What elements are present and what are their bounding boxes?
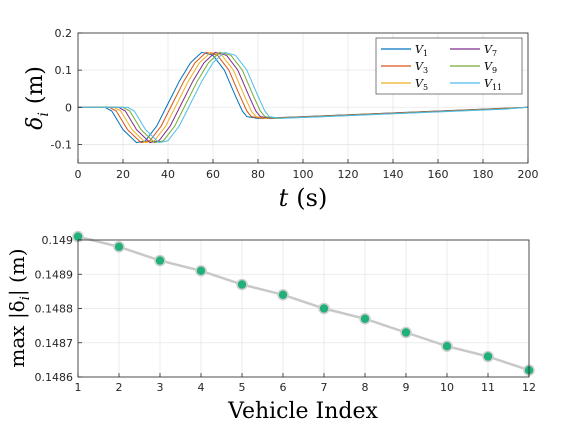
bottom-x-tick-label: 11 bbox=[481, 381, 495, 394]
top-x-tick-label: 0 bbox=[75, 168, 82, 181]
bottom-data-point bbox=[236, 278, 248, 291]
top-x-tick-label: 140 bbox=[383, 168, 404, 181]
top-y-tick-label: 0.2 bbox=[55, 27, 73, 40]
bottom-data-point bbox=[482, 350, 494, 363]
bottom-x-tick-label: 9 bbox=[403, 381, 410, 394]
top-x-tick-label: 100 bbox=[293, 168, 314, 181]
legend-label-V1: V1 bbox=[415, 43, 428, 58]
legend-items: V1 V3 V5 V7 V9 V11 bbox=[381, 43, 502, 92]
legend: V1 V3 V5 V7 V9 V11 bbox=[375, 37, 523, 95]
top-y-tick-label: 0.1 bbox=[55, 64, 73, 77]
legend-label-V3: V3 bbox=[415, 60, 428, 75]
bottom-x-ticks: 1 2 3 4 5 6 7 8 9 10 11 12 bbox=[75, 373, 536, 394]
top-x-ticks: 0 20 40 60 80 100 120 140 160 180 200 bbox=[75, 159, 539, 181]
legend-label-V7: V7 bbox=[484, 43, 497, 58]
bottom-x-tick-label: 2 bbox=[116, 381, 123, 394]
bottom-data-point bbox=[318, 302, 330, 315]
bottom-x-tick-label: 12 bbox=[522, 381, 536, 394]
top-x-tick-label: 80 bbox=[251, 168, 265, 181]
top-x-tick-label: 180 bbox=[473, 168, 494, 181]
top-x-tick-label: 20 bbox=[116, 168, 130, 181]
bottom-x-tick-label: 7 bbox=[321, 381, 328, 394]
bottom-x-tick-label: 5 bbox=[239, 381, 246, 394]
bottom-y-tick-label: 0.1487 bbox=[35, 337, 74, 350]
legend-label-V5: V5 bbox=[415, 77, 428, 92]
bottom-data-point bbox=[113, 241, 125, 253]
bottom-x-tick-label: 4 bbox=[198, 381, 205, 394]
top-x-tick-label: 200 bbox=[518, 168, 539, 181]
bottom-y-tick-label: 0.1486 bbox=[35, 371, 74, 384]
top-x-axis-label: t (s) bbox=[279, 184, 328, 212]
top-plot: 0 20 40 60 80 100 120 140 160 180 200 -0.100.10.2 … bbox=[23, 27, 539, 212]
bottom-y-axis-label: max |δi| (m) bbox=[5, 248, 33, 367]
top-series-group bbox=[78, 51, 529, 144]
bottom-x-tick-label: 8 bbox=[362, 381, 369, 394]
top-x-tick-label: 40 bbox=[161, 168, 175, 181]
bottom-data-point bbox=[441, 340, 453, 353]
legend-label-V11: V11 bbox=[484, 77, 502, 92]
bottom-x-axis-label: Vehicle Index bbox=[227, 399, 378, 424]
series-line-V11 bbox=[78, 51, 529, 144]
bottom-data-point bbox=[195, 264, 207, 277]
top-y-tick-label: 0 bbox=[65, 101, 72, 114]
top-x-tick-label: 160 bbox=[428, 168, 449, 181]
legend-label-V9: V9 bbox=[484, 60, 497, 75]
bottom-x-tick-label: 6 bbox=[280, 381, 287, 394]
top-y-axis-label: δi(m) bbox=[23, 66, 52, 130]
bottom-x-tick-label: 1 bbox=[75, 381, 82, 394]
top-x-tick-label: 120 bbox=[338, 168, 359, 181]
bottom-plot: 1 2 3 4 5 6 7 8 9 10 11 12 0.14860.14870.14880.1489… bbox=[5, 230, 536, 424]
bottom-data-point bbox=[359, 312, 371, 325]
top-y-tick-label: -0.1 bbox=[51, 138, 72, 151]
bottom-series-line bbox=[77, 235, 530, 372]
top-y-ticks: -0.1 0 0.1 0.2 bbox=[51, 27, 82, 151]
bottom-data-point bbox=[277, 288, 289, 301]
bottom-y-tick-label: 0.1489 bbox=[35, 268, 74, 281]
top-x-tick-label: 60 bbox=[206, 168, 220, 181]
bottom-data-point bbox=[154, 254, 166, 267]
bottom-data-point bbox=[400, 326, 412, 339]
bottom-series-group bbox=[72, 230, 535, 377]
bottom-x-tick-label: 10 bbox=[440, 381, 454, 394]
bottom-y-ticks: 0.1486 0.1487 0.1488 0.1489 0.149 bbox=[35, 234, 82, 384]
bottom-y-tick-label: 0.1488 bbox=[35, 303, 74, 316]
bottom-x-tick-label: 3 bbox=[157, 381, 164, 394]
bottom-y-tick-label: 0.149 bbox=[42, 234, 74, 247]
